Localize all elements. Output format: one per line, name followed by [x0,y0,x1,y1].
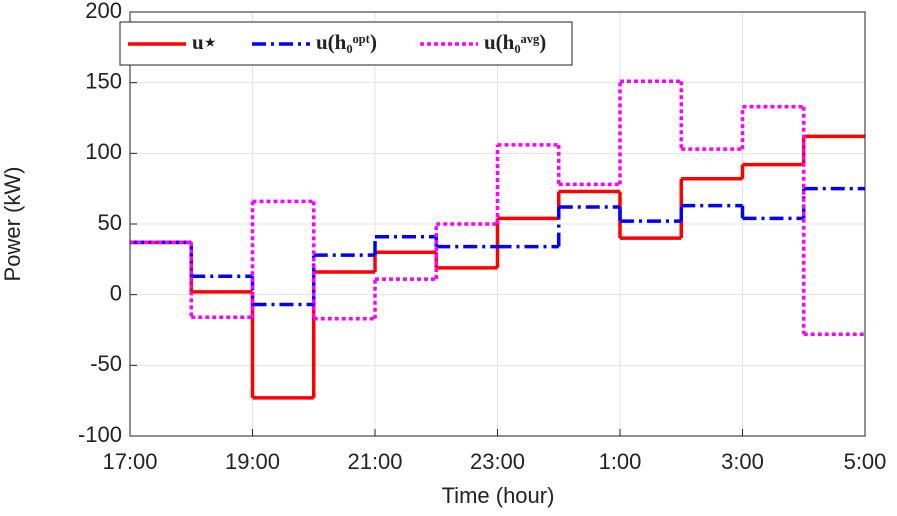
x-tick-label: 1:00 [599,449,642,474]
legend-text: u⋆ [192,30,217,54]
y-tick-label: 100 [85,139,122,164]
x-tick-label: 5:00 [844,449,887,474]
legend-box [119,21,573,66]
y-tick-label: -50 [90,351,122,376]
x-tick-label: 17:00 [102,449,157,474]
y-axis-label: Power (kW) [0,167,25,282]
y-tick-label: 200 [85,0,122,23]
y-tick-label: 0 [110,280,122,305]
x-tick-label: 21:00 [347,449,402,474]
y-tick-label: -100 [78,422,122,447]
legend: u⋆ u(h₀ᵒᵖᵗ) u(h₀ᵃᵛᵍ) [119,21,573,66]
y-tick-label: 150 [85,68,122,93]
x-tick-label: 3:00 [721,449,764,474]
x-tick-label: 19:00 [225,449,280,474]
plot-frame [129,11,866,437]
y-tick-label: 50 [98,210,122,235]
x-tick-label: 23:00 [470,449,525,474]
legend-text: u(h₀ᵒᵖᵗ) [316,30,377,54]
legend-text: u(h₀ᵃᵛᵍ) [484,30,546,54]
x-axis-label: Time (hour) [442,483,555,508]
